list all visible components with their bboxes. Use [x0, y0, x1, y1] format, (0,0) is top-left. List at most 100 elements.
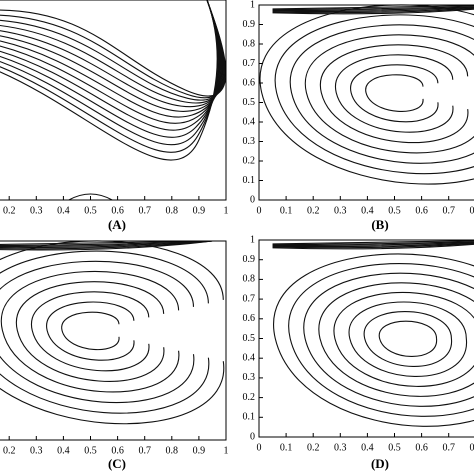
- y-tick-label: 0.3: [243, 372, 256, 383]
- contour-line: [272, 243, 474, 249]
- x-tick-label: 0.3: [30, 205, 43, 216]
- y-tick-label: 0.4: [243, 352, 256, 363]
- x-tick-label: 1: [224, 445, 229, 456]
- contour-line: [0, 240, 213, 251]
- contour-line: [288, 263, 474, 417]
- contour-line: [379, 320, 438, 357]
- plot-frame: [0, 0, 227, 201]
- contour-line: [259, 4, 474, 185]
- x-tick-label: 0.8: [470, 442, 474, 453]
- panel-caption: (C): [108, 456, 126, 471]
- contour-line: [363, 311, 452, 367]
- contour-line: [272, 5, 474, 11]
- x-tick-label: 0.6: [415, 205, 428, 216]
- y-tick-label: 0.1: [243, 175, 256, 186]
- panel-caption: (B): [371, 217, 388, 232]
- contour-line: [272, 241, 474, 247]
- y-tick-label: 0.9: [243, 19, 256, 30]
- x-tick-label: 0.8: [166, 445, 179, 456]
- x-tick-label: 0.3: [334, 205, 347, 216]
- y-tick-label: 1: [250, 0, 255, 10]
- contour-line: [289, 24, 474, 164]
- x-tick-label: 0: [257, 205, 262, 216]
- plot-frame: [258, 4, 474, 201]
- x-tick-label: 0.6: [111, 445, 124, 456]
- contour-line: [272, 6, 474, 12]
- y-tick-label: 0.5: [243, 333, 256, 344]
- x-tick-label: 0.9: [193, 445, 206, 456]
- y-tick-label: 0.9: [243, 254, 256, 265]
- x-tick-label: 0.5: [388, 442, 401, 453]
- y-tick-label: 0.2: [243, 392, 256, 403]
- x-tick-label: 0.5: [388, 205, 401, 216]
- contour-line: [0, 0, 227, 97]
- contour-line: [319, 44, 469, 144]
- contour-line: [272, 8, 474, 15]
- contour-line: [350, 64, 439, 123]
- x-tick-label: 0.1: [280, 205, 293, 216]
- x-tick-label: 0: [257, 442, 262, 453]
- x-tick-label: 0.4: [361, 442, 374, 453]
- contour-line: [0, 0, 220, 146]
- contour-line: [333, 292, 474, 387]
- contour-line: [0, 0, 225, 101]
- contour-line: [272, 7, 474, 14]
- y-tick-label: 0.4: [243, 116, 256, 127]
- contour-line: [272, 240, 474, 246]
- y-tick-label: 0.8: [243, 38, 256, 49]
- x-tick-label: 0.4: [57, 445, 70, 456]
- contour-line: [272, 242, 474, 248]
- x-tick-label: 1: [224, 205, 229, 216]
- contour-line: [0, 0, 218, 161]
- x-tick-label: 0.7: [442, 442, 455, 453]
- x-tick-label: 0.7: [442, 205, 455, 216]
- contour-line: [0, 250, 210, 414]
- y-tick-label: 0.3: [243, 136, 256, 147]
- contour-line: [0, 0, 223, 118]
- y-tick-label: 0.6: [243, 77, 256, 88]
- x-tick-label: 0.8: [470, 205, 474, 216]
- contour-line: [348, 301, 467, 377]
- contour-line: [0, 260, 195, 404]
- x-tick-label: 0.7: [138, 445, 151, 456]
- contour-line: [46, 301, 135, 361]
- y-tick-label: 0.8: [243, 274, 256, 285]
- contour-line: [61, 311, 120, 351]
- panel-caption: (D): [371, 456, 389, 471]
- y-tick-label: 0.7: [243, 293, 256, 304]
- x-tick-label: 0.8: [166, 205, 179, 216]
- x-tick-label: 0.5: [84, 445, 97, 456]
- contour-line: [0, 270, 180, 393]
- contour-line: [272, 5, 474, 10]
- contour-line: [15, 281, 165, 382]
- x-tick-label: 0.4: [57, 205, 70, 216]
- x-tick-label: 0.4: [361, 205, 374, 216]
- y-tick-label: 0: [250, 431, 255, 442]
- x-tick-label: 0.3: [30, 445, 43, 456]
- y-tick-label: 0.1: [243, 412, 256, 423]
- x-tick-label: 0.9: [193, 205, 206, 216]
- y-tick-label: 1: [250, 234, 255, 245]
- panel-caption: (A): [108, 217, 126, 232]
- x-tick-label: 0.2: [3, 205, 16, 216]
- contour-line: [318, 282, 474, 397]
- x-tick-label: 0.2: [307, 442, 320, 453]
- contour-line: [0, 240, 225, 425]
- y-tick-label: 0.2: [243, 155, 256, 166]
- y-tick-label: 0.7: [243, 58, 256, 69]
- contour-line: [273, 253, 474, 427]
- contour-line: [68, 193, 113, 201]
- contour-line: [303, 272, 474, 407]
- y-tick-label: 0.5: [243, 97, 256, 108]
- contour-line: [365, 74, 424, 112]
- x-tick-label: 0.6: [415, 442, 428, 453]
- x-tick-label: 0.2: [3, 445, 16, 456]
- y-tick-label: 0: [250, 194, 255, 205]
- contour-line: [304, 34, 474, 154]
- contour-line: [272, 7, 474, 13]
- contour-line: [272, 243, 474, 250]
- x-tick-label: 0.1: [280, 442, 293, 453]
- x-tick-label: 0.3: [334, 442, 347, 453]
